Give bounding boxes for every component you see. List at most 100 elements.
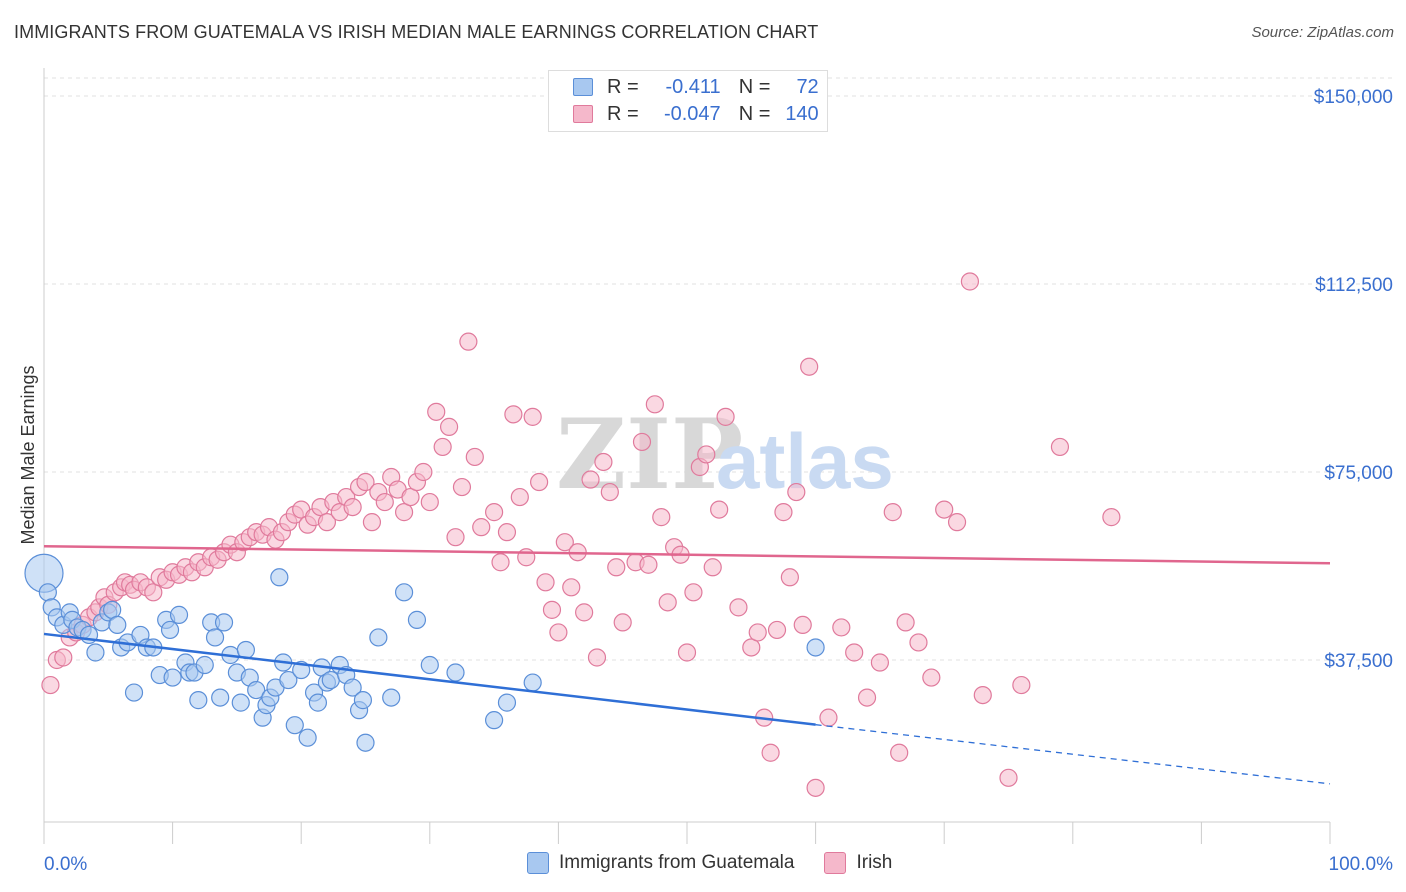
guatemala-point xyxy=(523,673,542,692)
guatemala-point xyxy=(211,688,230,707)
series-label-guatemala: Immigrants from Guatemala xyxy=(559,852,795,873)
y-axis-label: Median Male Earnings xyxy=(18,365,38,544)
irish-point xyxy=(459,332,478,351)
irish-point xyxy=(317,513,337,532)
irish-point xyxy=(677,643,697,662)
series-swatch-irish xyxy=(824,852,847,874)
irish-point xyxy=(883,503,902,522)
irish-point xyxy=(832,618,851,637)
guatemala-point xyxy=(169,605,189,624)
correlation-legend: R = -0.411 N = 72 R = -0.047 N = 140 xyxy=(548,70,828,132)
irish-point xyxy=(433,437,452,457)
guatemala-point xyxy=(308,693,328,712)
irish-point xyxy=(947,513,967,532)
legend-r-label: R = xyxy=(607,75,639,98)
y-tick-label: $75,000 xyxy=(1324,463,1393,484)
guatemala-point xyxy=(806,638,825,657)
irish-point xyxy=(555,533,574,552)
tick-labels: $37,500 $75,000 $112,500 $150,000 0.0% 100.0% xyxy=(44,87,1393,875)
guatemala-point xyxy=(485,711,504,730)
irish-point xyxy=(742,638,761,657)
irish-points xyxy=(41,272,1121,797)
irish-point xyxy=(787,482,806,502)
irish-point xyxy=(575,603,594,622)
guatemala-point xyxy=(298,728,317,747)
series-swatch-guatemala xyxy=(527,852,549,874)
guatemala-point xyxy=(497,693,517,712)
irish-point xyxy=(427,402,446,421)
guatemala-point xyxy=(214,613,234,632)
irish-point xyxy=(472,518,491,537)
irish-trend-line xyxy=(43,544,1331,565)
irish-point xyxy=(935,500,954,519)
x-tick-label: 0.0% xyxy=(44,854,87,875)
guatemala-point xyxy=(103,600,122,619)
irish-point xyxy=(581,470,600,489)
irish-point xyxy=(343,497,362,517)
irish-point xyxy=(729,598,748,617)
guatemala-point xyxy=(285,716,304,735)
irish-point xyxy=(703,558,722,577)
irish-point xyxy=(658,593,677,612)
irish-point xyxy=(497,523,517,542)
irish-point xyxy=(562,578,581,597)
irish-point xyxy=(414,462,433,482)
guatemala-point xyxy=(124,683,144,702)
y-tick-label: $112,500 xyxy=(1315,275,1393,296)
axes xyxy=(43,68,1331,844)
legend-r-value: -0.047 xyxy=(663,102,721,125)
irish-point xyxy=(54,648,73,667)
legend-n-label: N = xyxy=(738,102,771,125)
irish-point xyxy=(523,407,542,426)
irish-point xyxy=(780,568,799,587)
irish-point xyxy=(375,492,394,512)
irish-point xyxy=(1012,675,1031,695)
guatemala-point xyxy=(189,691,208,710)
legend-row-guatemala: R = -0.411 N = 72 xyxy=(573,75,819,99)
trend-lines xyxy=(43,544,1331,785)
irish-point xyxy=(999,768,1018,787)
guatemala-point xyxy=(247,680,266,700)
irish-point xyxy=(491,553,510,572)
irish-point xyxy=(613,613,632,632)
guatemala-point xyxy=(160,620,180,640)
irish-point xyxy=(600,482,619,502)
irish-point xyxy=(684,583,703,602)
guatemala-point xyxy=(195,655,214,675)
legend-n-value: 72 xyxy=(796,75,819,98)
guatemala-point xyxy=(108,615,127,635)
irish-point xyxy=(452,477,472,497)
irish-point xyxy=(922,668,941,687)
irish-point xyxy=(1102,508,1121,527)
irish-point xyxy=(819,708,838,727)
irish-point xyxy=(761,743,780,762)
irish-point xyxy=(549,623,568,642)
series-legend: Immigrants from Guatemala Irish xyxy=(527,852,892,874)
irish-point xyxy=(857,688,877,707)
legend-r-label: R = xyxy=(607,102,639,125)
x-tick-label: 100.0% xyxy=(1329,854,1394,875)
irish-point xyxy=(362,513,382,532)
irish-point xyxy=(465,447,484,467)
irish-point xyxy=(401,487,420,507)
y-tick-label: $37,500 xyxy=(1324,651,1393,672)
guatemala-point xyxy=(343,678,362,697)
irish-point xyxy=(536,573,555,592)
guatemala-point xyxy=(407,610,427,629)
irish-point xyxy=(394,503,414,522)
legend-n-label: N = xyxy=(738,75,771,98)
irish-point xyxy=(504,405,523,424)
guatemala-point xyxy=(353,691,373,710)
irish-point xyxy=(530,472,549,492)
guatemala-point xyxy=(279,670,298,690)
guatemala-point xyxy=(321,670,340,690)
irish-point xyxy=(973,685,992,705)
irish-point xyxy=(716,407,735,426)
irish-point xyxy=(767,620,787,640)
irish-point xyxy=(890,743,909,762)
irish-point xyxy=(632,432,652,452)
irish-point xyxy=(639,555,658,574)
irish-point xyxy=(748,623,767,642)
irish-point xyxy=(510,487,529,507)
